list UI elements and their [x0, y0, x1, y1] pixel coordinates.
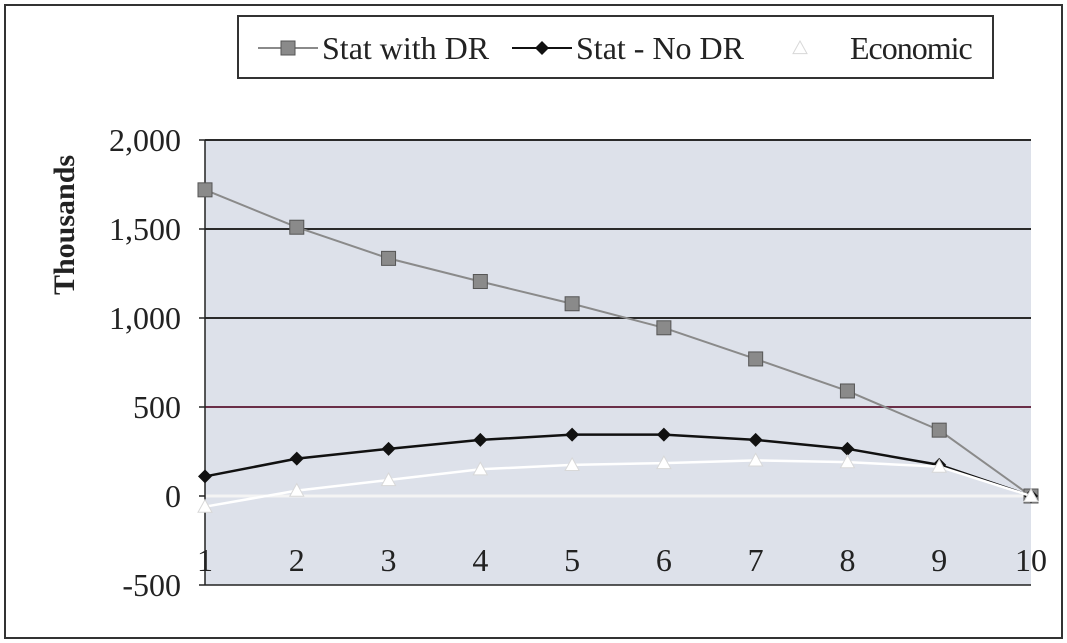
legend-label: Stat - No DR [576, 30, 745, 66]
series-marker-triangle [747, 452, 764, 467]
series-marker-square [564, 296, 580, 312]
series-marker-triangle [1023, 487, 1039, 503]
series-line [204, 188, 1032, 497]
y-tick-label: 1,000 [109, 300, 181, 336]
y-tick-label: 1,500 [109, 211, 181, 247]
series-square [197, 182, 1039, 504]
series-marker-square [280, 40, 296, 56]
series-marker-triangle [792, 39, 808, 55]
series-marker-diamond [289, 451, 304, 466]
y-tick-label: 0 [165, 478, 181, 514]
legend-box [237, 15, 994, 79]
series-marker-triangle [839, 454, 856, 469]
series-marker-square [197, 182, 213, 198]
series-marker-triangle [380, 471, 397, 487]
x-tick-label: 5 [564, 542, 580, 578]
series-marker-diamond [473, 432, 488, 447]
x-tick-label: 1 [197, 542, 213, 578]
y-tick-label: 500 [133, 389, 181, 425]
series-line [204, 433, 1032, 498]
series-marker-square [748, 351, 764, 367]
legend: Stat with DR Stat - No DR Economic [237, 15, 994, 79]
series-marker-diamond [381, 441, 396, 456]
gridlines [205, 139, 1031, 586]
legend-label: Economic [850, 30, 973, 66]
series-marker-square [472, 274, 488, 290]
y-tick-labels: -500 0 500 1,000 1,500 2,000 [109, 122, 205, 603]
x-tick-label: 9 [931, 542, 947, 578]
x-tick-label: 7 [748, 542, 764, 578]
series-marker-diamond [198, 469, 212, 484]
x-tick-label: 10 [1015, 542, 1047, 578]
x-tick-label: 8 [839, 542, 855, 578]
x-tick-label: 3 [381, 542, 397, 578]
series-layer [197, 182, 1039, 513]
series-marker-diamond [748, 432, 763, 447]
series-marker-square [931, 422, 947, 438]
series-marker-diamond [535, 41, 549, 55]
series-marker-square [656, 320, 672, 336]
series-marker-triangle [931, 458, 948, 473]
plot-area [205, 140, 1031, 585]
series-marker-square [289, 219, 305, 235]
series-marker-diamond [840, 441, 855, 456]
series-marker-square [381, 250, 397, 266]
y-tick-label: 2,000 [109, 122, 181, 158]
series-triangle [197, 452, 1039, 513]
legend-label: Stat with DR [322, 30, 490, 66]
x-tick-label: 2 [289, 542, 305, 578]
x-tick-label: 4 [472, 542, 488, 578]
series-marker-diamond [656, 427, 671, 442]
y-tick-label: -500 [122, 567, 181, 603]
series-marker-diamond [565, 427, 580, 442]
series-marker-triangle [288, 482, 305, 497]
series-line [204, 459, 1032, 508]
series-marker-triangle [472, 461, 489, 476]
y-axis-title: Thousands [48, 155, 81, 295]
series-marker-triangle [656, 455, 672, 470]
x-tick-label: 6 [656, 542, 672, 578]
series-marker-square [839, 383, 855, 399]
x-tick-labels: 1 2 3 4 5 6 7 8 9 10 [197, 542, 1047, 578]
series-marker-triangle [564, 456, 580, 471]
series-marker-triangle [197, 498, 213, 513]
